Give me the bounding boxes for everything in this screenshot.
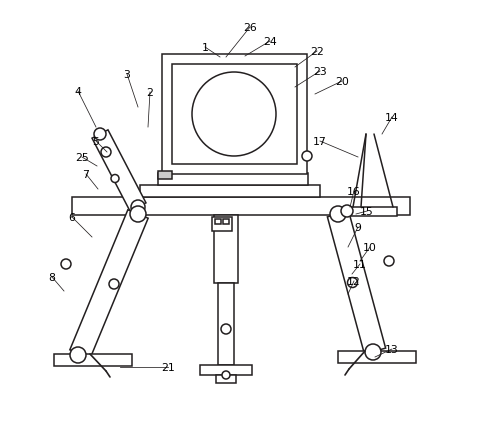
Circle shape [70,347,86,363]
Bar [172,65,297,165]
Text: 22: 22 [310,47,324,57]
Text: 13: 13 [385,344,399,354]
Text: 7: 7 [83,169,89,180]
Bar [140,186,320,197]
Text: 4: 4 [75,87,81,97]
Text: 12: 12 [347,276,361,286]
Bar [218,283,234,365]
Text: 8: 8 [49,272,55,283]
Circle shape [330,206,346,222]
Circle shape [130,206,146,222]
Bar [72,197,410,215]
Circle shape [101,147,111,158]
Text: 11: 11 [353,259,367,269]
Circle shape [221,324,231,334]
Polygon shape [327,212,386,354]
Bar [54,354,132,366]
Text: 23: 23 [313,67,327,77]
Bar [162,55,307,175]
Text: 16: 16 [347,187,361,197]
Polygon shape [70,210,148,358]
Text: 26: 26 [243,23,257,33]
Bar [214,215,238,283]
Bar [158,174,308,186]
Bar [215,219,221,224]
Text: 10: 10 [363,243,377,252]
Bar [223,219,229,224]
Bar [158,172,172,180]
Text: 21: 21 [161,362,175,372]
Circle shape [192,73,276,157]
Circle shape [384,256,394,266]
Text: 14: 14 [385,113,399,123]
Bar [200,365,252,375]
Circle shape [222,371,230,379]
Text: 17: 17 [313,137,327,147]
Polygon shape [92,131,146,212]
Text: 15: 15 [360,206,374,216]
Text: 20: 20 [335,77,349,87]
Circle shape [302,152,312,162]
Circle shape [94,129,106,141]
Bar [216,375,236,383]
Bar [338,351,416,363]
Circle shape [341,206,353,218]
Text: 3: 3 [123,70,130,80]
Bar [212,218,232,231]
Text: 1: 1 [202,43,208,53]
Circle shape [131,200,145,215]
Circle shape [348,278,358,288]
Circle shape [365,344,381,360]
Circle shape [61,259,71,269]
Text: 25: 25 [75,153,89,163]
Text: 5: 5 [93,137,99,147]
Text: 9: 9 [355,222,361,233]
Circle shape [109,280,119,289]
Text: 24: 24 [263,37,277,47]
Bar [345,208,397,216]
Text: 2: 2 [147,88,153,98]
Circle shape [111,175,119,183]
Text: 6: 6 [68,212,76,222]
